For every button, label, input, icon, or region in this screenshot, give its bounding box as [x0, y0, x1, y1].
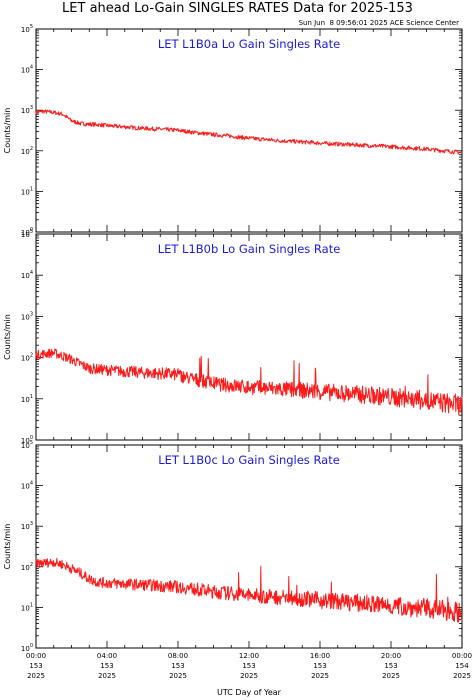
plot-frame: [35, 444, 463, 649]
panel-3: 100 101 102 103 104 105 Counts/min LET L1B0c Lo…: [3, 440, 472, 697]
x-tick-label-day: 153: [29, 662, 42, 670]
x-tick-label-year: 2025: [311, 672, 329, 680]
y-tick-label: 104: [21, 65, 33, 75]
plot-frame: [35, 233, 463, 441]
x-tick-label-day: 153: [171, 662, 184, 670]
series-line-1: [35, 109, 463, 155]
panel-title: LET L1B0a Lo Gain Singles Rate: [158, 37, 340, 51]
y-axis-label: Counts/min: [3, 314, 12, 360]
y-tick-label: 100: [21, 227, 33, 237]
x-tick-label-year: 2025: [382, 672, 400, 680]
x-tick-label-year: 2025: [98, 672, 116, 680]
x-tick-label-time: 04:00: [97, 652, 117, 660]
y-tick-label: 101: [21, 394, 33, 404]
series-line-2: [35, 348, 463, 416]
y-tick-label: 101: [21, 602, 33, 612]
y-tick-label: 100: [21, 643, 33, 653]
x-tick-label-time: 20:00: [381, 652, 401, 660]
x-tick-label-time: 08:00: [168, 652, 188, 660]
y-tick-label: 105: [21, 24, 33, 34]
panel-1: 100 101 102 103 104 105 Counts/min LET L1B0a Lo…: [3, 24, 463, 237]
page-title: LET ahead Lo-Gain SINGLES RATES Data for…: [62, 1, 413, 16]
y-tick-label: 105: [21, 440, 33, 450]
x-tick-label-day: 153: [100, 662, 113, 670]
y-tick-label: 100: [21, 435, 33, 445]
x-axis-label: UTC Day of Year: [217, 688, 282, 697]
y-tick-label: 102: [21, 562, 33, 572]
x-tick-label-time: 00:00: [26, 652, 46, 660]
x-tick-label-time: 12:00: [239, 652, 259, 660]
panel-2: 100 101 102 103 104 105 Counts/min LET L1B0b Lo…: [3, 229, 463, 445]
y-tick-label: 102: [21, 353, 33, 363]
panel-title: LET L1B0b Lo Gain Singles Rate: [158, 242, 341, 256]
y-tick-label: 104: [21, 270, 33, 280]
x-tick-label-time: 16:00: [310, 652, 330, 660]
series-line-3: [35, 557, 463, 623]
x-tick-label-day: 153: [242, 662, 255, 670]
y-axis-label: Counts/min: [3, 108, 12, 154]
y-tick-label: 105: [21, 229, 33, 239]
y-tick-label: 103: [21, 311, 33, 321]
x-tick-label-day: 154: [455, 662, 469, 670]
x-tick-label-year: 2025: [453, 672, 471, 680]
x-tick-label-day: 153: [313, 662, 326, 670]
x-tick-label-day: 153: [384, 662, 397, 670]
y-axis-label: Counts/min: [3, 524, 12, 570]
y-tick-label: 101: [21, 186, 33, 196]
x-tick-label-year: 2025: [169, 672, 187, 680]
y-tick-label: 102: [21, 146, 33, 156]
y-tick-label: 103: [21, 521, 33, 531]
panel-title: LET L1B0c Lo Gain Singles Rate: [158, 453, 340, 467]
x-tick-label-year: 2025: [240, 672, 258, 680]
plot-frame: [35, 28, 463, 233]
x-tick-label-year: 2025: [27, 672, 45, 680]
y-tick-label: 104: [21, 481, 33, 491]
x-tick-label-time: 00:00: [452, 652, 472, 660]
y-tick-label: 103: [21, 105, 33, 115]
timestamp: Sun Jun 8 09:56:01 2025 ACE Science Cent…: [298, 19, 459, 27]
